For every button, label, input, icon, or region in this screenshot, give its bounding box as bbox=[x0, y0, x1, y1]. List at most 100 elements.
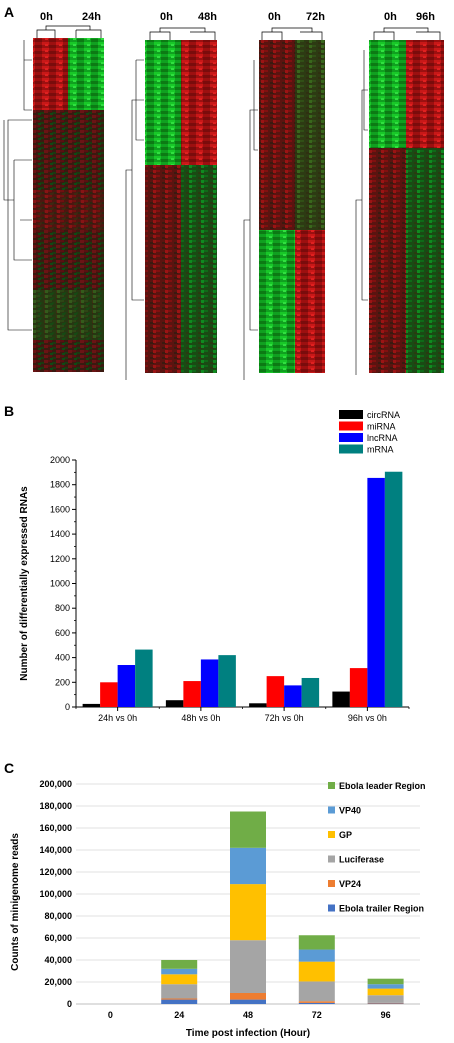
bar bbox=[284, 685, 302, 707]
bar-segment bbox=[298, 935, 335, 950]
y-tick-label: 0 bbox=[65, 702, 70, 712]
legend-swatch bbox=[339, 421, 363, 431]
y-tick-label: 0 bbox=[67, 999, 72, 1009]
bar bbox=[200, 659, 219, 707]
bar bbox=[218, 655, 236, 707]
heatmap-label-right: 48h bbox=[198, 11, 217, 23]
x-tick-label: 96h vs 0h bbox=[348, 713, 387, 723]
panel-b-label: B bbox=[4, 403, 14, 419]
bar bbox=[165, 700, 184, 707]
legend-label: GP bbox=[339, 830, 352, 840]
heatmap-label-right: 96h bbox=[416, 11, 435, 23]
legend-swatch bbox=[339, 444, 363, 454]
bar-segment bbox=[230, 999, 266, 1004]
bar bbox=[82, 703, 101, 707]
bar-segment bbox=[298, 949, 335, 962]
bar bbox=[367, 477, 385, 707]
y-tick-label: 2000 bbox=[50, 455, 70, 465]
y-tick-label: 1000 bbox=[50, 579, 70, 589]
bar-segment bbox=[298, 981, 335, 1002]
bar-segment bbox=[367, 1003, 404, 1004]
bar bbox=[135, 649, 153, 707]
bar-segment bbox=[161, 968, 198, 975]
heatmap-72h: 0h 72h bbox=[243, 11, 325, 380]
bar bbox=[384, 471, 403, 707]
x-tick-label: 24h vs 0h bbox=[98, 713, 137, 723]
bar-segment bbox=[230, 884, 266, 941]
bar-segment bbox=[161, 984, 198, 999]
bar-segment bbox=[298, 1001, 335, 1003]
legend-label: lncRNA bbox=[367, 433, 398, 443]
bar-segment bbox=[230, 847, 266, 885]
heatmap-label-right: 72h bbox=[306, 11, 325, 23]
heatmap-96h: 0h 96h bbox=[355, 11, 444, 375]
column-dendrogram bbox=[373, 27, 441, 40]
bar-segment bbox=[230, 993, 266, 1000]
y-tick-label: 160,000 bbox=[39, 823, 72, 833]
legend-label: mRNA bbox=[367, 445, 394, 455]
heatmap-label-left: 0h bbox=[160, 11, 173, 23]
legend-label: Luciferase bbox=[339, 855, 384, 865]
panel-c-label: C bbox=[4, 760, 14, 776]
legend-label: Ebola trailer Region bbox=[339, 904, 424, 914]
heatmap-24h: 0h 24h bbox=[3, 11, 104, 372]
bar-segment bbox=[367, 978, 404, 985]
heatmap-label-left: 0h bbox=[384, 11, 397, 23]
y-tick-label: 40,000 bbox=[44, 955, 72, 965]
heatmap-label-left: 0h bbox=[40, 11, 53, 23]
legend-swatch bbox=[328, 880, 335, 887]
bar bbox=[266, 676, 285, 707]
x-tick-label: 0 bbox=[108, 1010, 113, 1020]
x-tick-label: 72 bbox=[312, 1010, 322, 1020]
bar bbox=[249, 703, 267, 707]
bar bbox=[183, 681, 201, 707]
y-axis-label: Number of differentially expressed RNAs bbox=[19, 486, 30, 681]
y-tick-label: 400 bbox=[55, 653, 70, 663]
bar-segment bbox=[161, 999, 198, 1004]
bar bbox=[100, 682, 118, 707]
row-dendrogram bbox=[125, 59, 144, 380]
heatmap-48h: 0h 48h bbox=[125, 11, 217, 380]
legend-label: circRNA bbox=[367, 410, 400, 420]
bar-segment bbox=[367, 984, 404, 989]
x-axis-label: Time post infection (Hour) bbox=[186, 1028, 310, 1039]
legend-label: VP24 bbox=[339, 879, 361, 889]
x-tick-label: 72h vs 0h bbox=[265, 713, 304, 723]
column-dendrogram bbox=[36, 25, 102, 38]
y-tick-label: 1600 bbox=[50, 504, 70, 514]
legend-swatch bbox=[339, 433, 363, 442]
legend-swatch bbox=[328, 782, 335, 789]
y-tick-label: 600 bbox=[55, 628, 70, 638]
row-dendrogram bbox=[243, 60, 258, 380]
heatmap-panel: 0h 24h 0h 48h 0h 72h bbox=[3, 11, 444, 380]
bar-segment bbox=[230, 811, 266, 848]
bar bbox=[301, 677, 320, 707]
bar bbox=[349, 668, 368, 707]
bar-segment bbox=[230, 940, 266, 993]
legend-swatch bbox=[328, 904, 335, 912]
legend-swatch bbox=[328, 855, 335, 863]
y-tick-label: 200 bbox=[55, 677, 70, 687]
legend-swatch bbox=[328, 806, 335, 814]
bar bbox=[117, 665, 136, 707]
x-tick-label: 48 bbox=[243, 1010, 253, 1020]
row-dendrogram bbox=[3, 40, 32, 331]
x-tick-label: 24 bbox=[174, 1010, 184, 1020]
chart-b: 0 200 400 600 800 1000 1200 1400 1600 1800 2000 Num… bbox=[19, 410, 410, 723]
y-tick-label: 180,000 bbox=[39, 801, 72, 811]
legend-swatch bbox=[328, 831, 335, 838]
legend-label: miRNA bbox=[367, 422, 396, 432]
y-tick-label: 60,000 bbox=[44, 933, 72, 943]
column-dendrogram bbox=[261, 27, 323, 40]
y-tick-label: 800 bbox=[55, 603, 70, 613]
bar-segment bbox=[161, 998, 198, 1000]
heatmap-label-left: 0h bbox=[268, 11, 281, 23]
heatmap-label-right: 24h bbox=[82, 11, 101, 23]
x-tick-label: 96 bbox=[381, 1010, 391, 1020]
legend-swatch bbox=[339, 410, 363, 419]
panel-a-label: A bbox=[4, 4, 14, 20]
bar-segment bbox=[367, 988, 404, 996]
y-tick-label: 120,000 bbox=[39, 867, 72, 877]
legend-label: Ebola leader Region bbox=[339, 781, 426, 791]
